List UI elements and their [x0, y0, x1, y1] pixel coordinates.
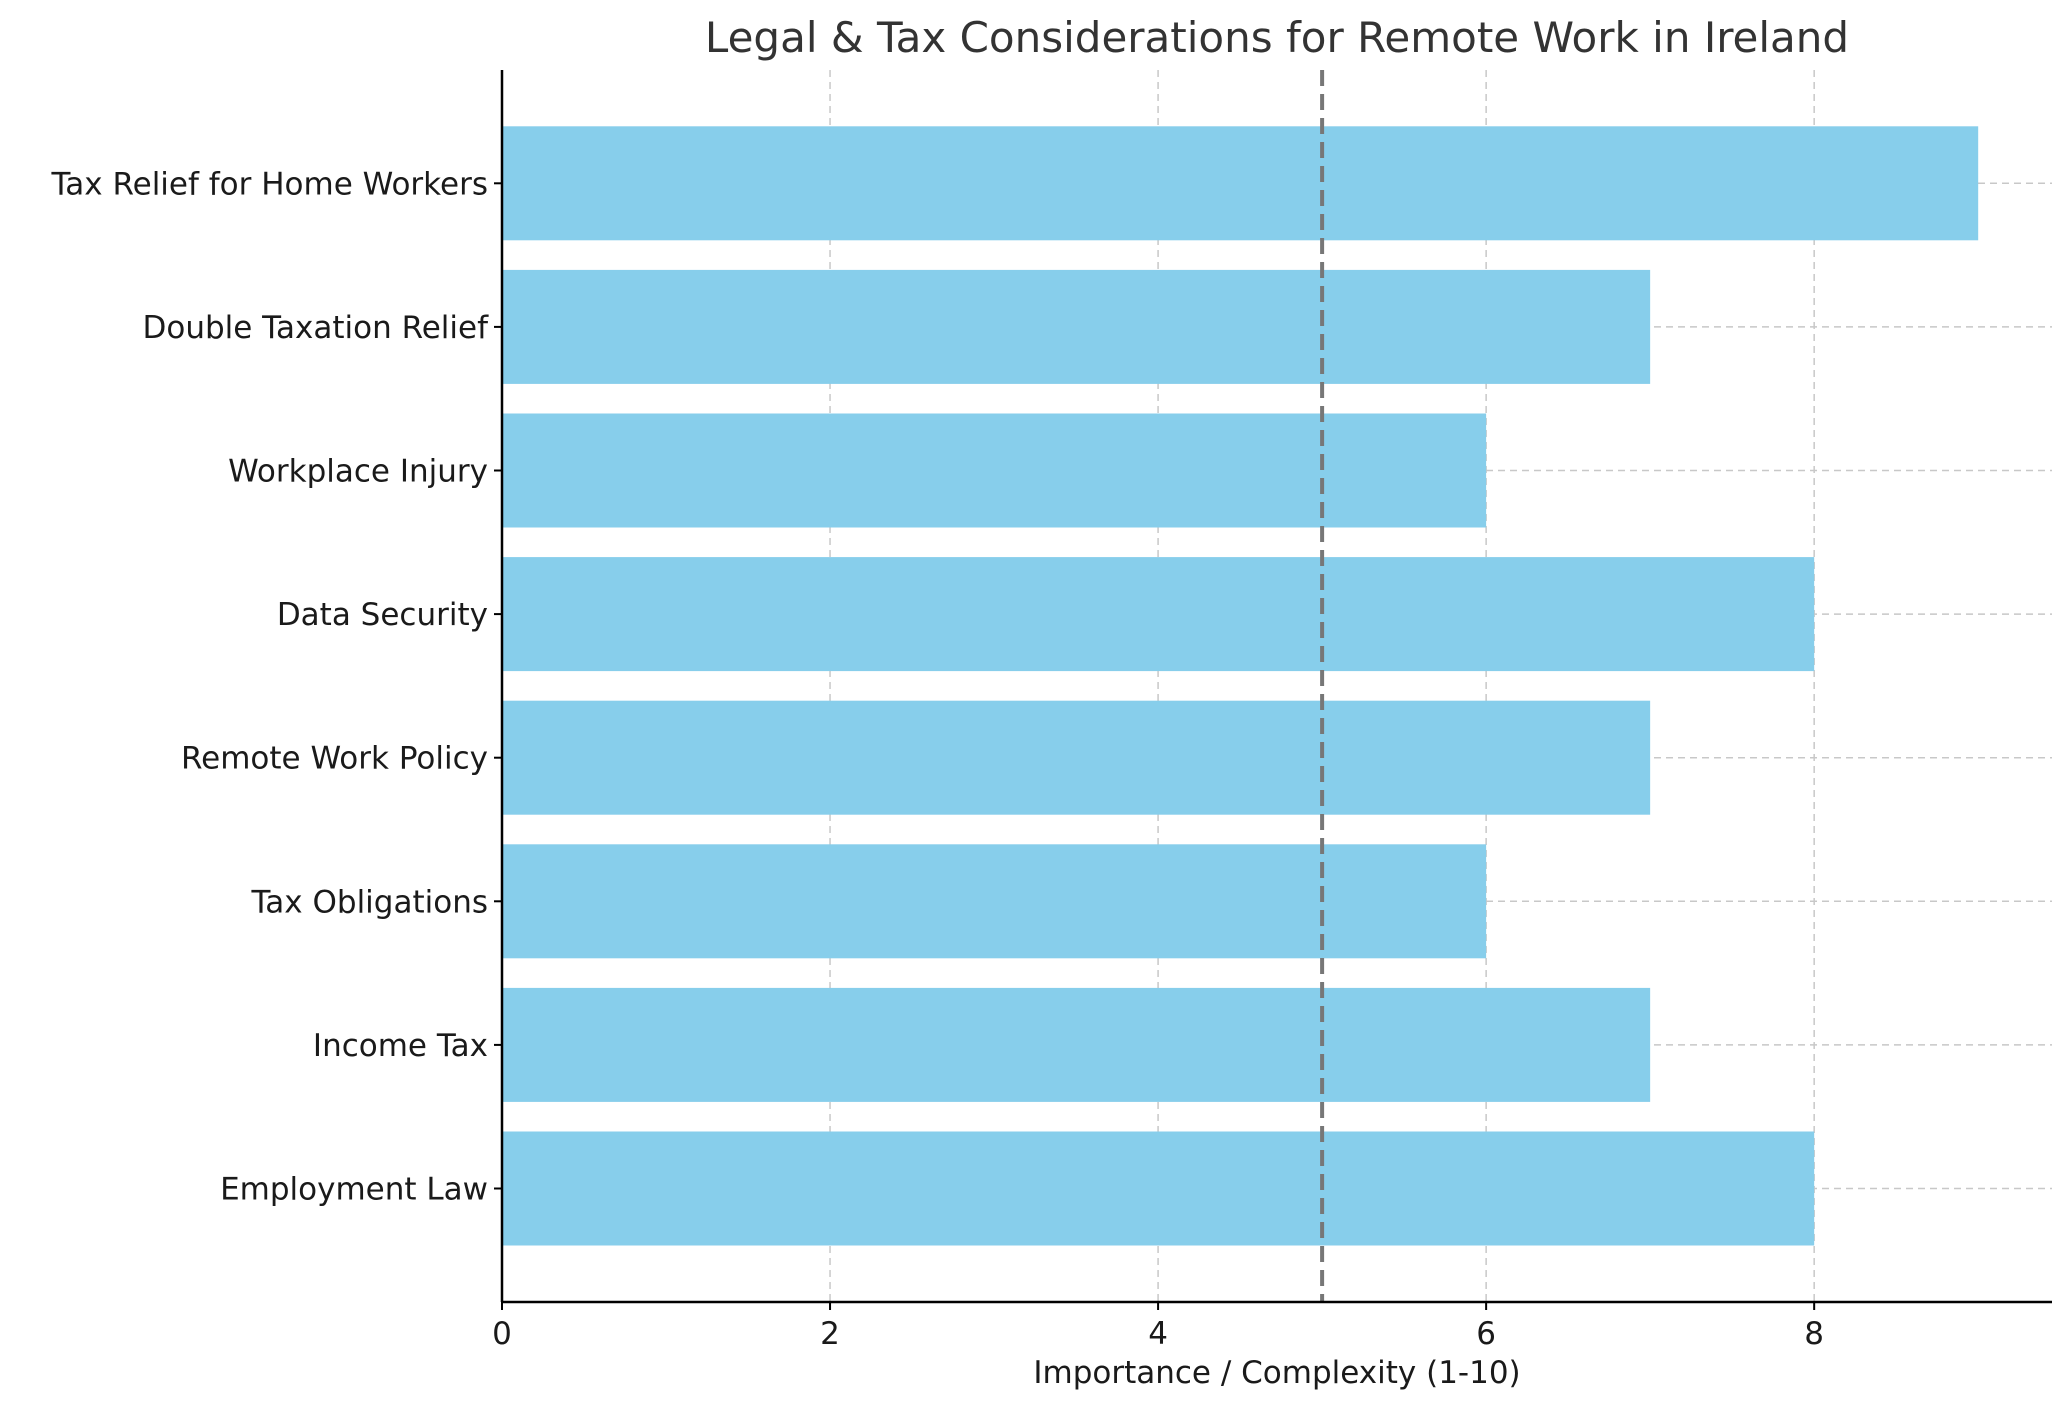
y-tick-label: Workplace Injury: [228, 454, 488, 490]
x-tick-label: 2: [820, 1316, 840, 1352]
bar: [502, 413, 1487, 528]
x-tick-label: 6: [1476, 1316, 1496, 1352]
axes: [494, 70, 2052, 1310]
bar: [502, 1131, 1815, 1246]
tick-labels: 0 2 4 6 8 Employment Law Income Tax Tax Obligat…: [50, 166, 1824, 1352]
grid: [501, 70, 2052, 1302]
y-tick-label: Income Tax: [313, 1028, 488, 1064]
bar: [502, 269, 1651, 384]
bar: [502, 557, 1815, 672]
bar: [502, 844, 1487, 959]
y-tick-label: Data Security: [277, 597, 488, 633]
y-tick-label: Double Taxation Relief: [142, 310, 489, 346]
x-tick-label: 8: [1804, 1316, 1824, 1352]
bar: [502, 700, 1651, 815]
bar: [502, 126, 1979, 241]
chart-title: Legal & Tax Considerations for Remote Wo…: [705, 13, 1849, 62]
x-axis-label: Importance / Complexity (1-10): [1033, 1355, 1520, 1391]
x-tick-label: 0: [492, 1316, 512, 1352]
x-tick-label: 4: [1148, 1316, 1168, 1352]
y-tick-label: Employment Law: [220, 1172, 488, 1208]
y-tick-label: Tax Obligations: [250, 884, 488, 920]
bar: [502, 987, 1651, 1102]
bars: [502, 126, 1979, 1246]
y-tick-label: Tax Relief for Home Workers: [50, 166, 488, 202]
y-tick-label: Remote Work Policy: [181, 741, 488, 777]
